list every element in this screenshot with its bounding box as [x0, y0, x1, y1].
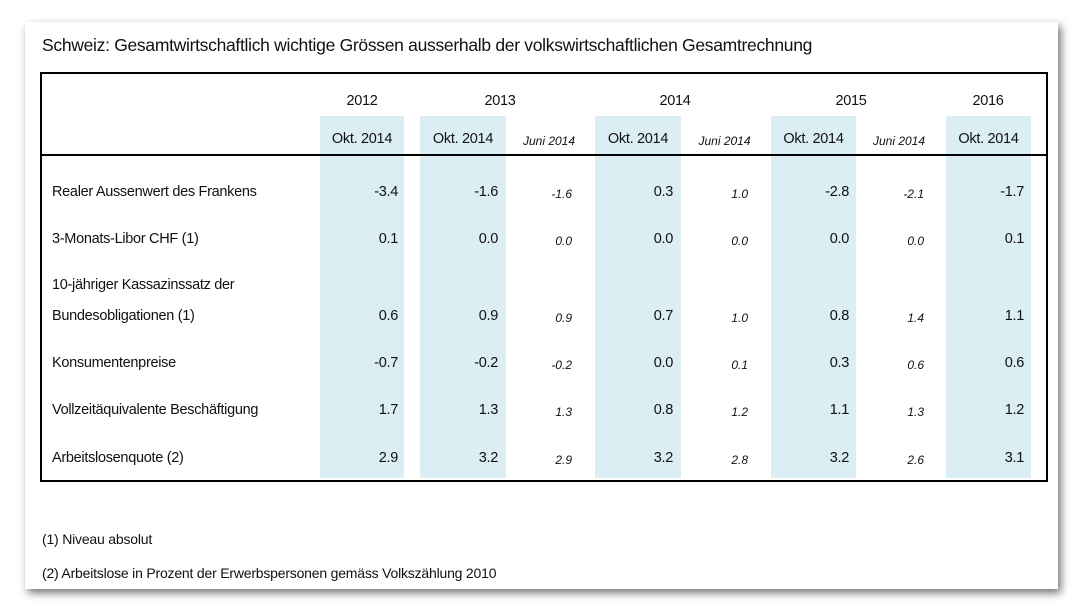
cell-value: 0.7 — [653, 308, 674, 324]
cell-value: 1.0 — [731, 311, 748, 325]
footnote: (2) Arbeitslose in Prozent der Erwerbspe… — [42, 565, 497, 581]
title: Schweiz: Gesamtwirtschaftlich wichtige G… — [42, 35, 813, 55]
cell-value: 0.6 — [907, 358, 924, 372]
cell-value: 0.1 — [1004, 231, 1025, 247]
column-shade — [595, 116, 681, 478]
row-label: Realer Aussenwert des Frankens — [52, 184, 257, 200]
cell-value: 0.3 — [829, 355, 850, 371]
table-frame — [40, 72, 1048, 482]
cell-value: 0.0 — [555, 234, 572, 248]
subheader: Okt. 2014 — [783, 131, 844, 147]
cell-value: -0.2 — [474, 355, 498, 371]
subheader: Okt. 2014 — [432, 131, 494, 147]
cell-value: 0.3 — [653, 184, 674, 200]
cell-value: -3.4 — [374, 184, 398, 200]
cell-value: 3.2 — [478, 450, 499, 466]
cell-value: 0.0 — [731, 234, 748, 248]
cell-value: 2.8 — [731, 453, 748, 467]
footnote: (1) Niveau absolut — [42, 531, 153, 547]
cell-value: 1.7 — [378, 402, 399, 418]
cell-value: -2.1 — [903, 187, 924, 201]
column-shade — [946, 116, 1031, 478]
cell-value: 0.0 — [653, 355, 674, 371]
cell-value: -0.7 — [374, 355, 398, 371]
year-header: 2012 — [346, 93, 378, 109]
column-shade — [420, 116, 506, 478]
subheader: Okt. 2014 — [607, 131, 669, 147]
cell-value: 1.3 — [907, 405, 924, 419]
cell-value: 1.2 — [1004, 402, 1025, 418]
cell-value: 0.9 — [478, 308, 499, 324]
cell-value: 1.0 — [731, 187, 748, 201]
cell-value: 0.0 — [829, 231, 850, 247]
subheader: Juni 2014 — [872, 134, 926, 148]
subheader: Okt. 2014 — [958, 131, 1019, 147]
cell-value: 1.2 — [731, 405, 748, 419]
cell-value: 0.0 — [653, 231, 674, 247]
row-label: Arbeitslosenquote (2) — [52, 450, 184, 466]
year-header: 2013 — [484, 93, 516, 109]
row-label: 10-jähriger Kassazinssatz der — [52, 277, 235, 293]
row-label: Vollzeitäquivalente Beschäftigung — [52, 402, 259, 418]
row-label: Konsumentenpreise — [52, 355, 176, 371]
cell-value: 1.1 — [1004, 308, 1025, 324]
header-rule — [40, 154, 1046, 156]
year-header: 2014 — [659, 93, 691, 109]
cell-value: -1.6 — [551, 187, 572, 201]
cell-value: -1.6 — [474, 184, 498, 200]
cell-value: 2.9 — [378, 450, 399, 466]
cell-value: -0.2 — [551, 358, 572, 372]
cell-value: 0.6 — [1004, 355, 1025, 371]
cell-value: 2.9 — [555, 453, 572, 467]
cell-value: 3.1 — [1004, 450, 1025, 466]
cell-value: -1.7 — [1000, 184, 1024, 200]
cell-value: 1.4 — [907, 311, 924, 325]
cell-value: 3.2 — [653, 450, 674, 466]
cell-value: 0.0 — [907, 234, 924, 248]
cell-value: 3.2 — [829, 450, 850, 466]
card — [25, 22, 1058, 589]
subheader: Juni 2014 — [698, 134, 751, 148]
cell-value: 1.3 — [478, 402, 499, 418]
cell-value: 0.8 — [653, 402, 674, 418]
cell-value: 0.9 — [555, 311, 572, 325]
column-shade — [320, 116, 404, 478]
cell-value: 0.1 — [731, 358, 748, 372]
cell-value: 0.1 — [378, 231, 399, 247]
cell-value: 0.0 — [478, 231, 499, 247]
cell-value: 0.6 — [378, 308, 399, 324]
cell-value: 0.8 — [829, 308, 850, 324]
subheader: Okt. 2014 — [331, 131, 393, 147]
year-header: 2016 — [972, 93, 1004, 109]
cell-value: -2.8 — [825, 184, 849, 200]
subheader: Juni 2014 — [522, 134, 576, 148]
row-label: 3-Monats-Libor CHF (1) — [52, 231, 199, 247]
cell-value: 2.6 — [907, 453, 924, 467]
cell-value: 1.3 — [555, 405, 572, 419]
row-label: Bundesobligationen (1) — [52, 308, 195, 324]
year-header: 2015 — [835, 93, 867, 109]
column-shade — [771, 116, 856, 478]
cell-value: 1.1 — [829, 402, 850, 418]
